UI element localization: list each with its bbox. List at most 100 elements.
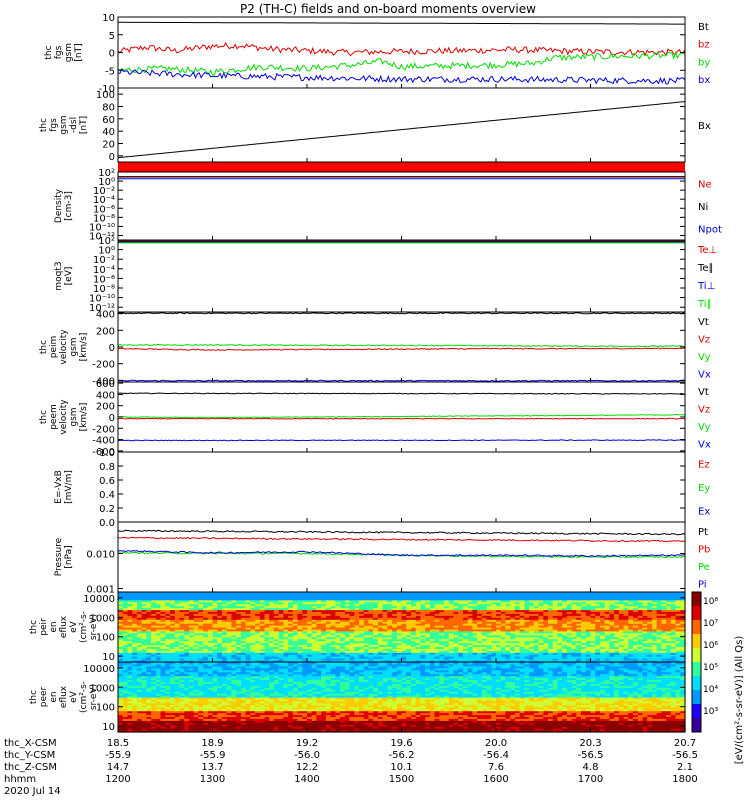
spectrogram-cell	[529, 658, 535, 661]
spectrogram-cell	[136, 652, 143, 655]
y-tick-label: 0.010	[86, 550, 115, 561]
spectrogram-cell	[207, 646, 214, 649]
spectrogram-cell	[160, 650, 166, 653]
spectrogram-cell	[231, 648, 237, 651]
spectrogram-cell	[633, 660, 639, 663]
spectrogram-cell	[330, 650, 336, 653]
spectrogram-cell	[316, 658, 322, 661]
y-axis-label: (cm²-s-	[79, 611, 89, 643]
legend-Vt: Vt	[698, 387, 709, 398]
spectrogram-cell	[571, 646, 577, 649]
spectrogram-cell	[647, 646, 653, 649]
spectrogram-cell	[467, 654, 473, 657]
spectrogram-cell	[628, 658, 634, 661]
spectrogram-cell	[245, 650, 251, 653]
spectrogram-cell	[344, 646, 351, 649]
spectrogram-cell	[335, 658, 341, 661]
y-tick-label: 0	[109, 49, 115, 60]
spectrogram-cell	[292, 654, 299, 657]
spectrogram-cell	[491, 646, 497, 649]
spectrogram-cell	[250, 654, 256, 657]
spectrogram-cell	[496, 650, 502, 653]
panel-frame	[117, 16, 686, 89]
spectrogram-cell	[226, 658, 232, 661]
spectrogram-cell	[500, 656, 506, 659]
spectrogram-cell	[429, 660, 436, 663]
spectrogram-cell	[524, 660, 530, 663]
spectrogram-cell	[118, 660, 124, 663]
spectrogram-cell	[170, 648, 176, 651]
spectrogram-cell	[392, 660, 398, 663]
spectrogram-cell	[259, 654, 266, 657]
spectrogram-cell	[434, 646, 440, 649]
y-axis-label: gsm	[64, 43, 74, 62]
spectrogram-cell	[212, 654, 218, 657]
spectrogram-cell	[500, 652, 506, 655]
spectrogram-cell	[680, 650, 686, 653]
y-tick-label: 0.4	[99, 490, 115, 501]
spectrogram-cell	[481, 652, 488, 655]
spectrogram-cell	[273, 650, 280, 653]
spectrogram-cell	[387, 652, 393, 655]
spectrogram-cell	[548, 656, 554, 659]
spectrogram-cell	[590, 644, 596, 647]
spectrogram-cell	[557, 648, 563, 651]
spectrogram-cell	[354, 658, 360, 661]
spectrogram-cell	[425, 656, 431, 659]
spectrogram-cell	[562, 660, 568, 663]
spectrogram-cell	[444, 656, 450, 659]
spectrogram-cell	[453, 648, 459, 651]
spectrogram-cell	[406, 650, 412, 653]
spectrogram-cell	[278, 652, 284, 655]
spectrogram-cell	[411, 650, 417, 653]
spectrogram-cell	[609, 660, 615, 663]
spectrogram-cell	[651, 646, 658, 649]
spectrogram-cell	[491, 652, 497, 655]
spectrogram-cell	[623, 646, 629, 649]
spectrogram-cell	[514, 650, 521, 653]
spectrogram-cell	[453, 656, 459, 659]
spectrogram-cell	[448, 644, 455, 647]
spectrogram-cell	[349, 660, 355, 663]
spectrogram-cell	[562, 656, 568, 659]
spectrogram-cell	[325, 648, 332, 651]
y-tick-label: 10	[102, 13, 115, 24]
spectrogram-cell	[505, 650, 511, 653]
spectrogram-cell	[311, 658, 317, 661]
y-axis-label: [cm-3]	[64, 191, 74, 221]
spectrogram-cell	[373, 650, 379, 653]
spectrogram-cell	[231, 656, 237, 659]
spectrogram-cell	[651, 644, 658, 647]
y-tick-label: 0.2	[99, 504, 115, 515]
spectrogram-cell	[458, 654, 464, 657]
spectrogram-cell	[595, 644, 601, 647]
spectrogram-cell	[118, 658, 124, 661]
spectrogram-cell	[392, 650, 398, 653]
panel-temperature	[117, 239, 686, 313]
spectrogram-cell	[505, 658, 511, 661]
spectrogram-cell	[373, 648, 379, 651]
spectrogram-cell	[278, 646, 284, 649]
spectrogram-cell	[359, 650, 365, 653]
spectrogram-cell	[642, 654, 648, 657]
spectrogram-cell	[415, 650, 421, 653]
spectrogram-cell	[458, 652, 464, 655]
spectrogram-cell	[439, 658, 445, 661]
spectrogram-cell	[458, 660, 464, 663]
spectrogram-cell	[656, 648, 662, 651]
spectrogram-cell	[141, 654, 147, 657]
legend-bz: bz	[698, 40, 710, 51]
spectrogram-cell	[557, 660, 563, 663]
spectrogram-cell	[434, 652, 440, 655]
spectrogram-cell	[240, 650, 247, 653]
spectrogram-cell	[571, 658, 577, 661]
spectrogram-cell	[359, 658, 365, 661]
spectrogram-cell	[127, 658, 133, 661]
spectrogram-cell	[595, 648, 601, 651]
y-axis-label: [nT]	[74, 43, 84, 61]
spectrogram-cell	[321, 644, 327, 647]
spectrogram-cell	[581, 652, 587, 655]
spectrogram-cell	[581, 658, 587, 661]
spectrogram-cell	[146, 650, 152, 653]
spectrogram-cell	[538, 654, 544, 657]
